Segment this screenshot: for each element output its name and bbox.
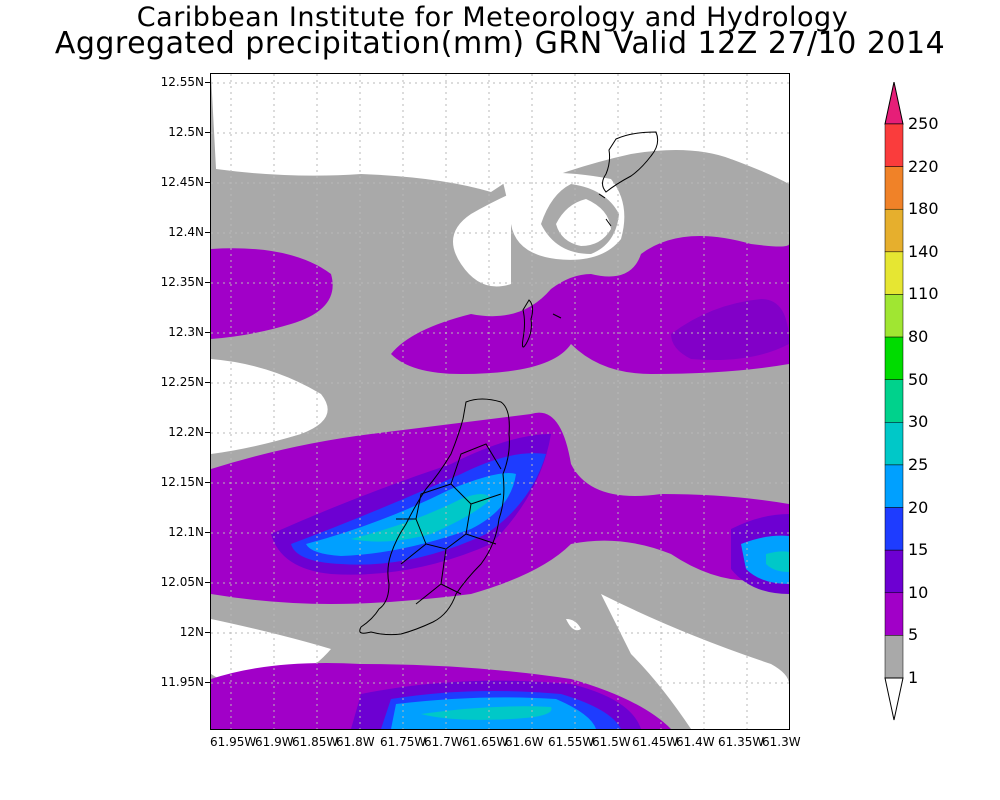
lat-tick	[205, 132, 210, 133]
lon-label: 61.9W	[255, 735, 294, 749]
lon-label: 61.85W	[292, 735, 339, 749]
field-band-below-1-ne	[453, 74, 789, 287]
colorbar-label: 15	[908, 540, 929, 560]
parish-lines	[396, 443, 502, 605]
field-band-25-30-east	[766, 551, 789, 572]
chart-title-institute: Caribbean Institute for Meteorology and …	[136, 2, 849, 33]
colorbar-label: 25	[908, 454, 929, 474]
lat-tick	[205, 382, 210, 383]
lat-label: 12.05N	[160, 575, 204, 589]
lat-label: 11.95N	[160, 675, 204, 689]
lat-label: 12.45N	[160, 175, 204, 189]
lon-label: 61.4W	[676, 735, 715, 749]
lon-label: 61.7W	[424, 735, 463, 749]
lat-label: 12.25N	[160, 375, 204, 389]
lat-tick	[205, 82, 210, 83]
islets	[552, 193, 612, 319]
lat-tick	[205, 532, 210, 533]
colorbar-label: 50	[908, 369, 929, 389]
lat-label: 12.35N	[160, 275, 204, 289]
field-band-20-25-east	[741, 535, 789, 584]
lat-tick	[205, 582, 210, 583]
colorbar-segment	[884, 592, 904, 636]
colorbar-segment	[884, 336, 904, 380]
colorbar-segment	[884, 507, 904, 551]
carriacou-chain	[521, 299, 534, 348]
field-band-below-1-core	[556, 199, 611, 246]
lat-label: 12.2N	[168, 425, 204, 439]
lat-tick	[205, 282, 210, 283]
colorbar-label: 250	[908, 114, 939, 133]
field-band-25-30	[351, 494, 491, 542]
colorbar-top-arrow	[884, 82, 904, 125]
colorbar-label: 110	[908, 284, 939, 304]
field-band-25-30-south	[421, 706, 552, 720]
lat-label: 12.4N	[168, 225, 204, 239]
colorbar-segment	[884, 251, 904, 295]
field-band-below-1-se	[601, 594, 789, 729]
colorbar-segment	[884, 123, 904, 167]
lat-label: 12.1N	[168, 525, 204, 539]
lat-label: 12.15N	[160, 475, 204, 489]
field-speck	[566, 619, 581, 631]
precipitation-field	[211, 74, 789, 729]
field-band-5-10-east	[671, 299, 789, 360]
colorbar-segment	[884, 549, 904, 594]
lat-tick	[205, 482, 210, 483]
colorbar-label: 180	[908, 199, 939, 219]
chart-title-product: Aggregated precipitation(mm) GRN Valid 1…	[54, 26, 946, 61]
lat-label: 12.55N	[160, 75, 204, 89]
parish-boundary	[415, 483, 472, 550]
lat-tick	[205, 182, 210, 183]
colorbar-segment	[884, 422, 904, 466]
lon-label: 61.35W	[718, 735, 765, 749]
field-band-below-1-west	[211, 359, 328, 454]
carriacou-island	[602, 131, 659, 193]
lon-label: 61.75W	[380, 735, 427, 749]
lon-label: 61.65W	[462, 735, 509, 749]
lat-tick	[205, 682, 210, 683]
colorbar-graphic	[884, 82, 904, 721]
colorbar-segment	[884, 635, 904, 679]
lon-label: 61.6W	[505, 735, 544, 749]
colorbar-label: 5	[908, 625, 919, 645]
colorbar-label: 20	[908, 497, 929, 517]
lon-label: 61.45W	[632, 735, 679, 749]
lat-tick	[205, 332, 210, 333]
colorbar-segment	[884, 166, 904, 210]
lon-label: 61.95W	[210, 735, 257, 749]
colorbar-label: 140	[908, 241, 939, 261]
colorbar-label: 220	[908, 156, 939, 176]
lat-label: 12N	[179, 625, 204, 639]
colorbar-segment	[884, 464, 904, 508]
colorbar-label: 30	[908, 412, 929, 432]
lat-tick	[205, 432, 210, 433]
lon-label: 61.55W	[548, 735, 595, 749]
lon-label: 61.5W	[592, 735, 631, 749]
lon-label: 61.3W	[762, 735, 801, 749]
colorbar-segment	[884, 294, 904, 338]
lat-tick	[205, 632, 210, 633]
island-coast	[359, 398, 510, 636]
colorbar-segment	[884, 379, 904, 423]
colorbar-label: 10	[908, 582, 929, 602]
lat-label: 12.3N	[168, 325, 204, 339]
precipitation-map	[210, 73, 790, 730]
colorbar-bottom-arrow	[884, 677, 904, 721]
grenada-island-outline	[359, 131, 659, 636]
colorbar-segment	[884, 208, 904, 253]
lat-tick	[205, 232, 210, 233]
lat-label: 12.5N	[168, 125, 204, 139]
field-band-5-10-west	[211, 248, 333, 339]
colorbar-label: 1	[908, 668, 919, 687]
lon-label: 61.8W	[336, 735, 375, 749]
colorbar-label: 80	[908, 327, 929, 347]
